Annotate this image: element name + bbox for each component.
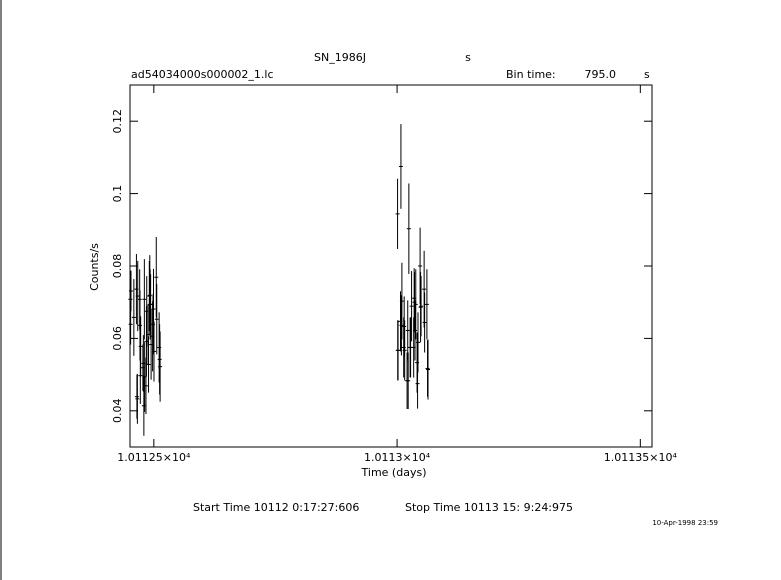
file-name: ad54034000s000002_1.lc [131,68,274,81]
title-unit: s [465,51,471,64]
y-tick-label: 0.08 [111,254,124,279]
stop-time: Stop Time 10113 15: 9:24:975 [405,501,573,514]
bin-time-unit: s [644,68,650,81]
x-tick-label: 1.0113×10⁴ [364,451,431,464]
bin-time: 795.0 [585,68,617,81]
x-tick-label: 1.01135×10⁴ [604,451,678,464]
x-tick-label: 1.01125×10⁴ [117,451,191,464]
y-tick-label: 0.12 [111,109,124,134]
y-tick-label: 0.1 [111,185,124,203]
y-tick-label: 0.06 [111,326,124,351]
y-tick-label: 0.04 [111,399,124,424]
start-time: Start Time 10112 0:17:27:606 [193,501,359,514]
timestamp: 10-Apr-1998 23:59 [652,519,718,527]
y-axis-label: Counts/s [88,243,101,291]
chart-title: SN_1986J [314,51,366,64]
x-axis-label: Time (days) [361,466,427,479]
bin-time-label: Bin time: [506,68,556,81]
